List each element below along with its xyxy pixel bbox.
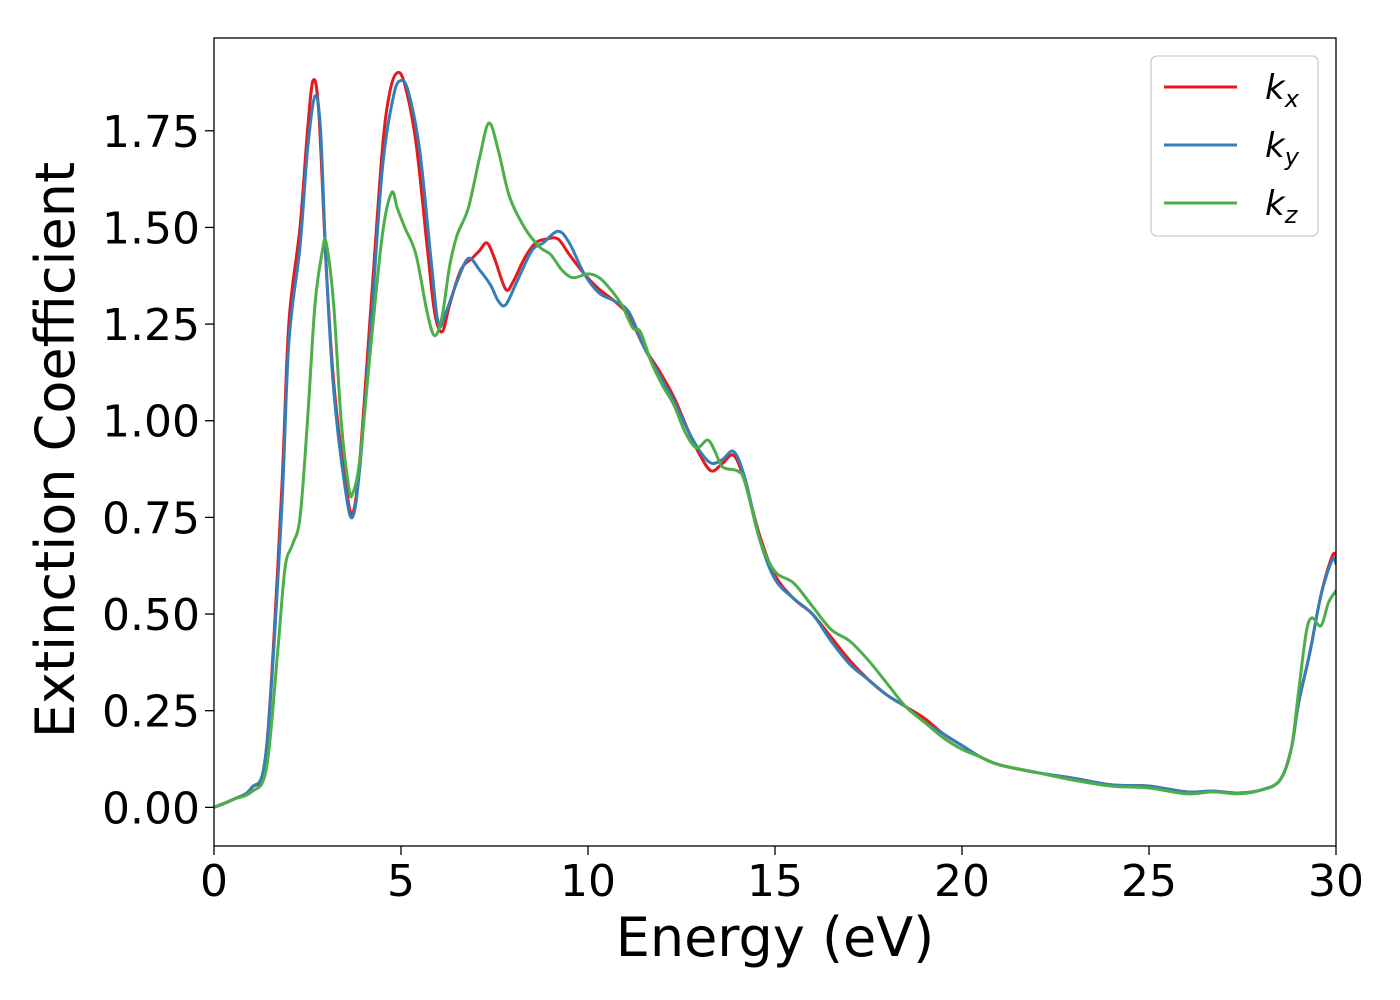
series-line-kz — [214, 121, 1336, 809]
y-tick-label: 0.25 — [102, 687, 200, 738]
x-tick-label: 0 — [200, 856, 228, 907]
ticks-layer: 0 5 10 15 20 25 30 0.00 0.25 0.50 0.75 1.00 1.25 1.50… — [102, 107, 1364, 907]
series-layer — [214, 70, 1336, 809]
legend-label-ky: ky — [1265, 126, 1300, 171]
y-tick-label: 0.50 — [102, 590, 200, 641]
x-tick-label: 10 — [560, 856, 616, 907]
y-tick-label: 0.00 — [102, 783, 200, 834]
legend-label-kx: kx — [1265, 68, 1300, 113]
x-tick-label: 5 — [387, 856, 415, 907]
x-tick-label: 20 — [934, 856, 990, 907]
y-tick-label: 1.00 — [102, 397, 200, 448]
y-tick-label: 1.25 — [102, 300, 200, 351]
y-tick-label: 0.75 — [102, 493, 200, 544]
y-tick-label: 1.75 — [102, 107, 200, 158]
legend-label-kz: kz — [1265, 184, 1299, 229]
x-axis-title: Energy (eV) — [616, 906, 935, 969]
y-tick-label: 1.50 — [102, 203, 200, 254]
y-axis-title: Extinction Coefficient — [24, 162, 87, 738]
x-tick-label: 30 — [1308, 856, 1364, 907]
x-tick-label: 25 — [1121, 856, 1177, 907]
legend: kx ky kz — [1150, 55, 1319, 237]
x-tick-label: 15 — [747, 856, 803, 907]
